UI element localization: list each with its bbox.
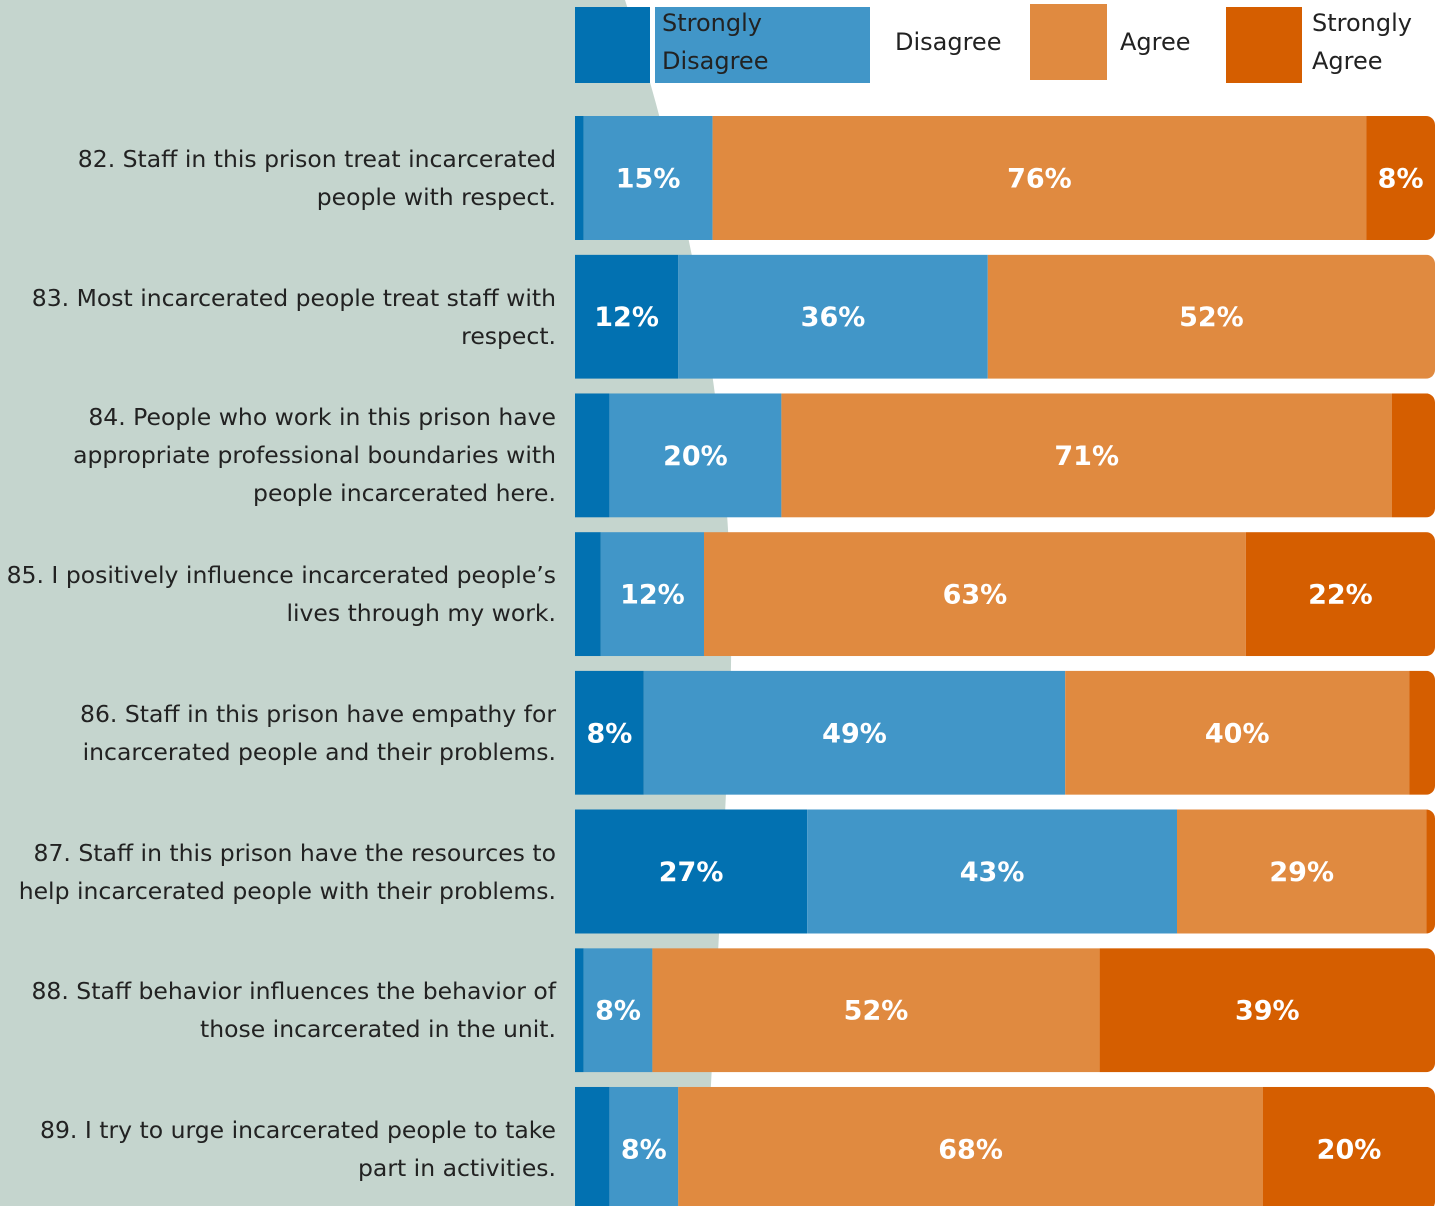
bar-segment bbox=[1245, 532, 1435, 657]
value-label: 63% bbox=[943, 580, 1008, 611]
category-label: 89. I try to urge incarcerated people to… bbox=[40, 1115, 556, 1182]
bar-segment bbox=[1263, 1086, 1435, 1206]
value-label: 52% bbox=[1179, 302, 1244, 333]
bar-row bbox=[575, 532, 1435, 657]
bar-segment bbox=[1392, 393, 1435, 518]
bar-segment bbox=[575, 116, 584, 240]
legend-label: Agree bbox=[1120, 28, 1191, 56]
value-label: 12% bbox=[620, 580, 685, 611]
bar-segment bbox=[575, 948, 584, 1073]
category-label: 82. Staff in this prison treat incarcera… bbox=[77, 145, 556, 211]
bar-segment bbox=[704, 532, 1246, 657]
category-label: 85. I positively influence incarcerated … bbox=[6, 561, 556, 628]
bar-segment bbox=[712, 116, 1367, 240]
bar-segment bbox=[643, 670, 1066, 795]
bar-segment bbox=[781, 393, 1392, 518]
bar-segment bbox=[609, 1086, 679, 1206]
bar-segment bbox=[678, 1086, 1263, 1206]
value-label: 20% bbox=[663, 441, 728, 472]
value-label: 8% bbox=[621, 1134, 667, 1165]
bar-segment bbox=[987, 254, 1435, 379]
legend-label: Strongly Agree bbox=[1312, 9, 1412, 75]
value-label: 40% bbox=[1205, 718, 1270, 749]
category-label: 84. People who work in this prison have … bbox=[73, 403, 556, 508]
bar-segment bbox=[678, 254, 988, 379]
bar-segment bbox=[1426, 809, 1435, 934]
category-label: 88. Staff behavior influences the behavi… bbox=[31, 977, 556, 1044]
bar-segment bbox=[609, 393, 782, 518]
bar-row bbox=[575, 1086, 1435, 1206]
value-label: 36% bbox=[801, 302, 866, 333]
value-label: 76% bbox=[1007, 164, 1072, 195]
legend-swatch bbox=[575, 7, 650, 83]
bar-segment bbox=[807, 809, 1177, 934]
value-label: 8% bbox=[586, 718, 632, 749]
value-label: 12% bbox=[594, 302, 659, 333]
bar-segment bbox=[575, 1086, 610, 1206]
value-label: 8% bbox=[1378, 164, 1424, 195]
bar-segment bbox=[583, 948, 653, 1073]
bar-segment bbox=[600, 532, 704, 657]
value-label: 71% bbox=[1054, 441, 1119, 472]
bar-segment bbox=[1409, 670, 1435, 795]
value-label: 43% bbox=[960, 857, 1025, 888]
legend-swatch bbox=[1226, 7, 1302, 83]
value-label: 29% bbox=[1269, 857, 1334, 888]
bar-segment bbox=[1177, 809, 1427, 934]
bar-segment bbox=[1366, 116, 1435, 240]
value-label: 52% bbox=[844, 996, 909, 1027]
bar-segment bbox=[652, 948, 1100, 1073]
category-label: 86. Staff in this prison have empathy fo… bbox=[80, 699, 556, 766]
legend-label: Strongly Disagree bbox=[662, 9, 769, 75]
bar-segment bbox=[1065, 670, 1410, 795]
value-label: 68% bbox=[938, 1134, 1003, 1165]
value-label: 27% bbox=[659, 857, 724, 888]
value-label: 39% bbox=[1235, 996, 1300, 1027]
bar-segment bbox=[575, 809, 808, 934]
value-label: 15% bbox=[616, 164, 681, 195]
value-label: 49% bbox=[822, 718, 887, 749]
bar-row bbox=[575, 116, 1435, 240]
bar-segment bbox=[575, 254, 679, 379]
value-label: 22% bbox=[1308, 580, 1373, 611]
bar-segment bbox=[575, 393, 610, 518]
bar-row bbox=[575, 809, 1435, 934]
bar-segment bbox=[1099, 948, 1435, 1073]
value-label: 20% bbox=[1317, 1134, 1382, 1165]
legend-swatch bbox=[655, 7, 870, 83]
category-label: 87. Staff in this prison have the resour… bbox=[18, 838, 556, 905]
bar-row bbox=[575, 948, 1435, 1073]
bar-row bbox=[575, 254, 1435, 379]
bar-row bbox=[575, 393, 1435, 518]
bar-segment bbox=[575, 532, 601, 657]
background-shape bbox=[0, 0, 732, 1206]
value-label: 8% bbox=[595, 996, 641, 1027]
legend-swatch bbox=[1030, 4, 1107, 80]
bar-row bbox=[575, 670, 1435, 795]
category-label: 83. Most incarcerated people treat staff… bbox=[31, 283, 556, 350]
bar-segment bbox=[575, 670, 644, 795]
legend-label: Disagree bbox=[895, 28, 1002, 56]
bar-segment bbox=[583, 116, 713, 240]
